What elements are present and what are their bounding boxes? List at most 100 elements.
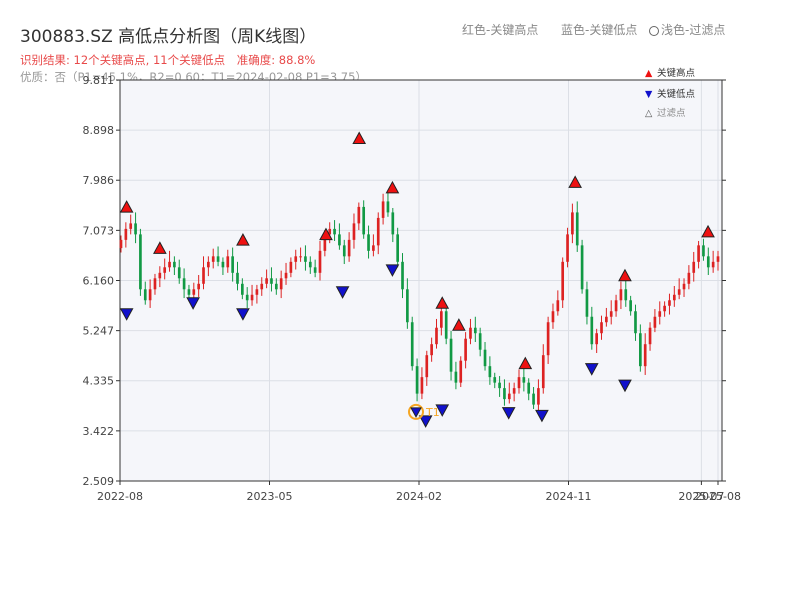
candle-body	[672, 294, 676, 301]
candle-body	[245, 294, 249, 301]
candle-body	[711, 261, 715, 268]
candle-body	[406, 289, 409, 323]
candle-body	[255, 289, 259, 295]
key-high-marker	[319, 227, 333, 241]
candle-body	[585, 289, 589, 317]
key-low-marker	[186, 297, 200, 310]
triangle-outline-icon: △	[645, 108, 653, 119]
x-tick-label: 2025-08	[695, 490, 741, 503]
candle-body	[556, 300, 560, 312]
candle-body	[386, 201, 390, 213]
candle-body	[221, 261, 225, 268]
y-tick-label: 9.811	[83, 74, 115, 87]
candle-body	[435, 327, 438, 345]
candle-body	[507, 393, 511, 400]
candle-body	[643, 344, 647, 367]
candle-body	[522, 377, 526, 383]
candle-body	[619, 289, 623, 301]
candle-body	[512, 388, 516, 394]
candle-body	[571, 212, 574, 235]
candle-body	[459, 360, 463, 383]
candle-body	[134, 223, 137, 235]
candle-body	[546, 322, 550, 356]
candle-body	[308, 261, 312, 268]
candle-body	[231, 256, 234, 273]
candle-body	[629, 300, 632, 312]
key-low-marker	[535, 409, 549, 423]
candle-body	[294, 256, 298, 262]
candle-body	[328, 228, 332, 235]
key-high-marker	[518, 356, 533, 370]
candle-body	[163, 267, 167, 273]
candle-body	[590, 316, 594, 345]
accuracy-text: 准确度: 88.8%	[236, 53, 316, 67]
candle-body	[357, 206, 361, 224]
candle-body	[216, 256, 220, 262]
candle-body	[124, 228, 128, 240]
candle-body	[566, 234, 569, 262]
candle-body	[473, 327, 477, 334]
candle-body	[415, 366, 419, 394]
key-high-marker	[435, 296, 450, 309]
candle-body	[634, 311, 637, 334]
result-line: 识别结果: 12个关键高点, 11个关键低点 准确度: 88.8%	[20, 52, 323, 68]
candle-body	[274, 283, 278, 290]
x-tick-label: 2025-07	[678, 490, 724, 503]
candle-body	[284, 272, 288, 279]
candle-body	[182, 278, 186, 290]
candle-body	[488, 366, 492, 378]
t1-marker	[410, 407, 422, 418]
candle-body	[624, 289, 628, 301]
key-high-marker	[385, 180, 400, 194]
candle-body	[716, 256, 720, 262]
candle-body	[381, 201, 385, 218]
candle-body	[270, 278, 273, 284]
candle-body	[527, 382, 531, 394]
y-tick-label: 7.986	[83, 174, 115, 187]
candle-body	[372, 245, 375, 251]
key-low-marker	[418, 415, 433, 428]
legend-low: ▼ 关键低点	[645, 86, 695, 100]
candle-body	[396, 234, 399, 262]
candle-body	[352, 223, 356, 240]
candle-body	[260, 283, 264, 290]
candle-body	[478, 333, 482, 350]
candle-body	[614, 300, 618, 312]
candle-body	[600, 322, 603, 334]
candle-body	[444, 311, 448, 339]
candle-body	[648, 327, 652, 345]
candle-body	[202, 267, 205, 284]
candle-body	[561, 261, 565, 301]
key-high-marker	[452, 318, 466, 331]
candle-body	[187, 289, 191, 295]
candle-body	[697, 245, 700, 262]
y-tick-label: 3.422	[83, 425, 115, 438]
candle-body	[119, 239, 123, 249]
candle-body	[677, 289, 681, 295]
candle-body	[653, 316, 657, 328]
candle-body	[177, 267, 181, 279]
candle-body	[639, 333, 642, 367]
legend-blue-text: 蓝色-关键低点	[561, 23, 638, 37]
legend-low-label: 关键低点	[657, 89, 696, 100]
candle-body	[173, 261, 176, 268]
y-tick-label: 4.335	[83, 375, 115, 388]
candle-body	[342, 245, 346, 257]
candle-body	[211, 256, 215, 262]
candle-body	[362, 206, 366, 235]
candle-body	[541, 355, 545, 389]
candle-body	[250, 294, 254, 301]
candle-body	[430, 344, 433, 356]
candle-body	[192, 289, 196, 295]
triangle-down-icon: ▼	[645, 89, 653, 100]
candle-body	[289, 261, 293, 273]
key-high-marker	[618, 268, 632, 282]
chart-title: 300883.SZ 高低点分析图（周K线图）	[20, 27, 317, 47]
y-tick-label: 2.509	[83, 475, 115, 488]
candle-body	[236, 272, 239, 284]
x-tick-label: 2022-08	[97, 490, 143, 503]
legend-filtered: △ 过滤点	[645, 105, 686, 119]
candle-body	[464, 338, 467, 361]
candle-body	[338, 234, 341, 246]
